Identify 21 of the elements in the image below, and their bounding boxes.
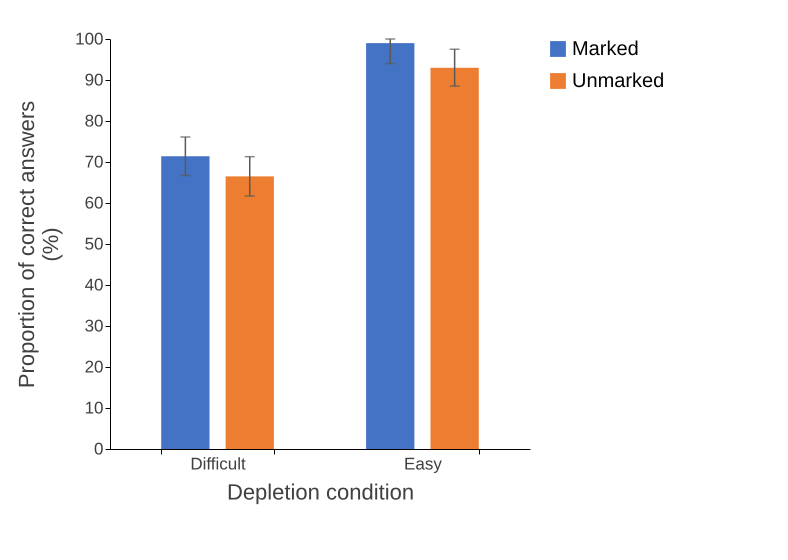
- x-axis-title: Depletion condition: [226, 480, 414, 504]
- y-tick-label: 80: [84, 112, 104, 130]
- bar: [430, 68, 479, 449]
- bar: [226, 176, 274, 449]
- y-axis-title: Proportion of correct answers (%): [14, 100, 64, 388]
- y-tick-label: 60: [84, 194, 104, 212]
- y-tick-label: 10: [84, 398, 104, 418]
- bar: [366, 43, 414, 449]
- y-tick-label: 40: [84, 276, 104, 294]
- y-tick-label: 50: [84, 234, 104, 254]
- y-tick-label: 30: [84, 316, 104, 336]
- y-tick-label: 90: [84, 70, 104, 90]
- y-tick-label: 0: [94, 440, 104, 458]
- x-tick-label: Difficult: [190, 454, 246, 474]
- x-tick-label: Easy: [404, 454, 442, 474]
- y-tick-label: 100: [75, 30, 104, 48]
- legend-label: Marked: [572, 38, 639, 60]
- bar: [161, 156, 210, 449]
- legend-label: Unmarked: [572, 70, 664, 92]
- y-tick-label: 70: [84, 152, 104, 172]
- y-tick-label: 20: [84, 358, 104, 376]
